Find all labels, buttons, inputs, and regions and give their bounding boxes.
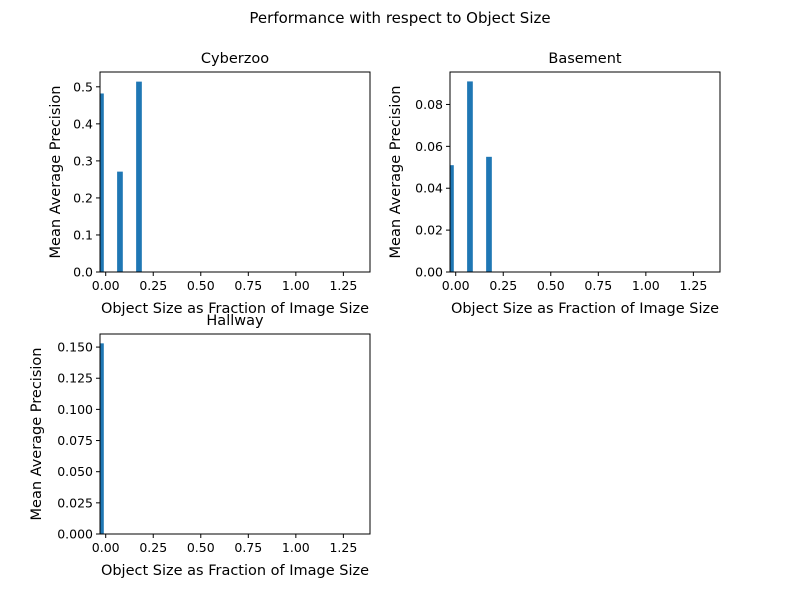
x-tick-label: 1.25 <box>679 278 707 293</box>
x-tick-label: 1.00 <box>632 278 660 293</box>
y-tick-label: 0.3 <box>73 153 93 168</box>
y-tick-label: 0.04 <box>415 181 443 196</box>
axes-frame <box>99 333 371 535</box>
x-axis-label: Object Size as Fraction of Image Size <box>101 301 369 317</box>
y-axis-label: Mean Average Precision <box>388 86 404 259</box>
y-tick-label: 0.02 <box>415 223 443 238</box>
subplot-cyberzoo: Cyberzoo 0.00 0.25 0.50 0.75 1.00 1.250.00.10… <box>48 51 371 317</box>
x-tick-label: 0.75 <box>234 540 262 555</box>
bar-series <box>100 81 142 272</box>
y-tick-label: 0.050 <box>57 464 93 479</box>
y-tick-label: 0.5 <box>73 79 93 94</box>
x-tick-label: 1.00 <box>282 540 310 555</box>
y-tick-label: 0.06 <box>415 139 443 154</box>
x-tick-label: 1.25 <box>329 540 357 555</box>
subplot-title: Basement <box>548 51 622 67</box>
y-tick-label: 0.00 <box>415 265 443 280</box>
x-tick-label: 0.25 <box>139 278 167 293</box>
y-tick-label: 0.2 <box>73 190 93 205</box>
subplot-basement: Basement 0.00 0.25 0.50 0.75 1.00 1.250.000.0… <box>388 51 721 317</box>
y-axis-label: Mean Average Precision <box>48 86 64 259</box>
axes-frame <box>449 71 721 273</box>
y-tick-label: 0.4 <box>73 116 93 131</box>
x-tick-label: 0.50 <box>187 540 215 555</box>
bar-0 <box>100 93 104 272</box>
subplot-title: Cyberzoo <box>201 51 269 67</box>
x-tick-label: 0.75 <box>584 278 612 293</box>
bar-2 <box>486 156 492 272</box>
bar-series <box>100 343 104 534</box>
axis-ticks: 0.00 0.25 0.50 0.75 1.00 1.25 0.00 0.02 0.04 0.06… <box>415 97 707 293</box>
axes-frame <box>99 71 371 273</box>
x-axis-label: Object Size as Fraction of Image Size <box>451 301 719 317</box>
y-tick-label: 0.100 <box>57 402 93 417</box>
y-tick-label: 0.075 <box>57 433 93 448</box>
bar-0 <box>100 343 104 534</box>
y-tick-label: 0.150 <box>57 340 93 355</box>
bar-1 <box>467 81 473 272</box>
x-tick-label: 0.50 <box>537 278 565 293</box>
x-tick-label: 1.00 <box>282 278 310 293</box>
bar-1 <box>117 171 123 272</box>
bar-2 <box>136 81 142 272</box>
x-tick-label: 0.00 <box>92 540 120 555</box>
x-tick-label: 0.25 <box>139 540 167 555</box>
y-tick-label: 0.025 <box>57 495 93 510</box>
x-tick-label: 0.75 <box>234 278 262 293</box>
subplot-hallway: 0.00 0.25 0.50 0.75 1.00 1.25 0.000 0.025 0.050 0… <box>29 313 371 579</box>
x-tick-label: 0.00 <box>92 278 120 293</box>
figure-title: Performance with respect to Object Size <box>249 9 550 27</box>
x-tick-label: 0.00 <box>442 278 470 293</box>
y-tick-label: 0.000 <box>57 527 93 542</box>
subplot-title: Hallway <box>206 313 264 329</box>
axis-ticks: 0.00 0.25 0.50 0.75 1.00 1.25 0.000 0.025 0.050 0… <box>57 340 357 555</box>
y-axis-label: Mean Average Precision <box>29 348 45 521</box>
x-tick-label: 0.50 <box>187 278 215 293</box>
y-tick-label: 0.0 <box>73 265 93 280</box>
y-tick-label: 0.08 <box>415 97 443 112</box>
x-tick-label: 0.25 <box>489 278 517 293</box>
y-tick-label: 0.125 <box>57 371 93 386</box>
y-tick-label: 0.1 <box>73 227 93 242</box>
x-axis-label: Object Size as Fraction of Image Size <box>101 563 369 579</box>
bar-0 <box>450 165 454 272</box>
axis-ticks: 0.00 0.25 0.50 0.75 1.00 1.25 0.0 0.1 0.2 0.3 0.4 0… <box>73 79 357 293</box>
x-tick-label: 1.25 <box>329 278 357 293</box>
bar-series <box>450 81 492 272</box>
